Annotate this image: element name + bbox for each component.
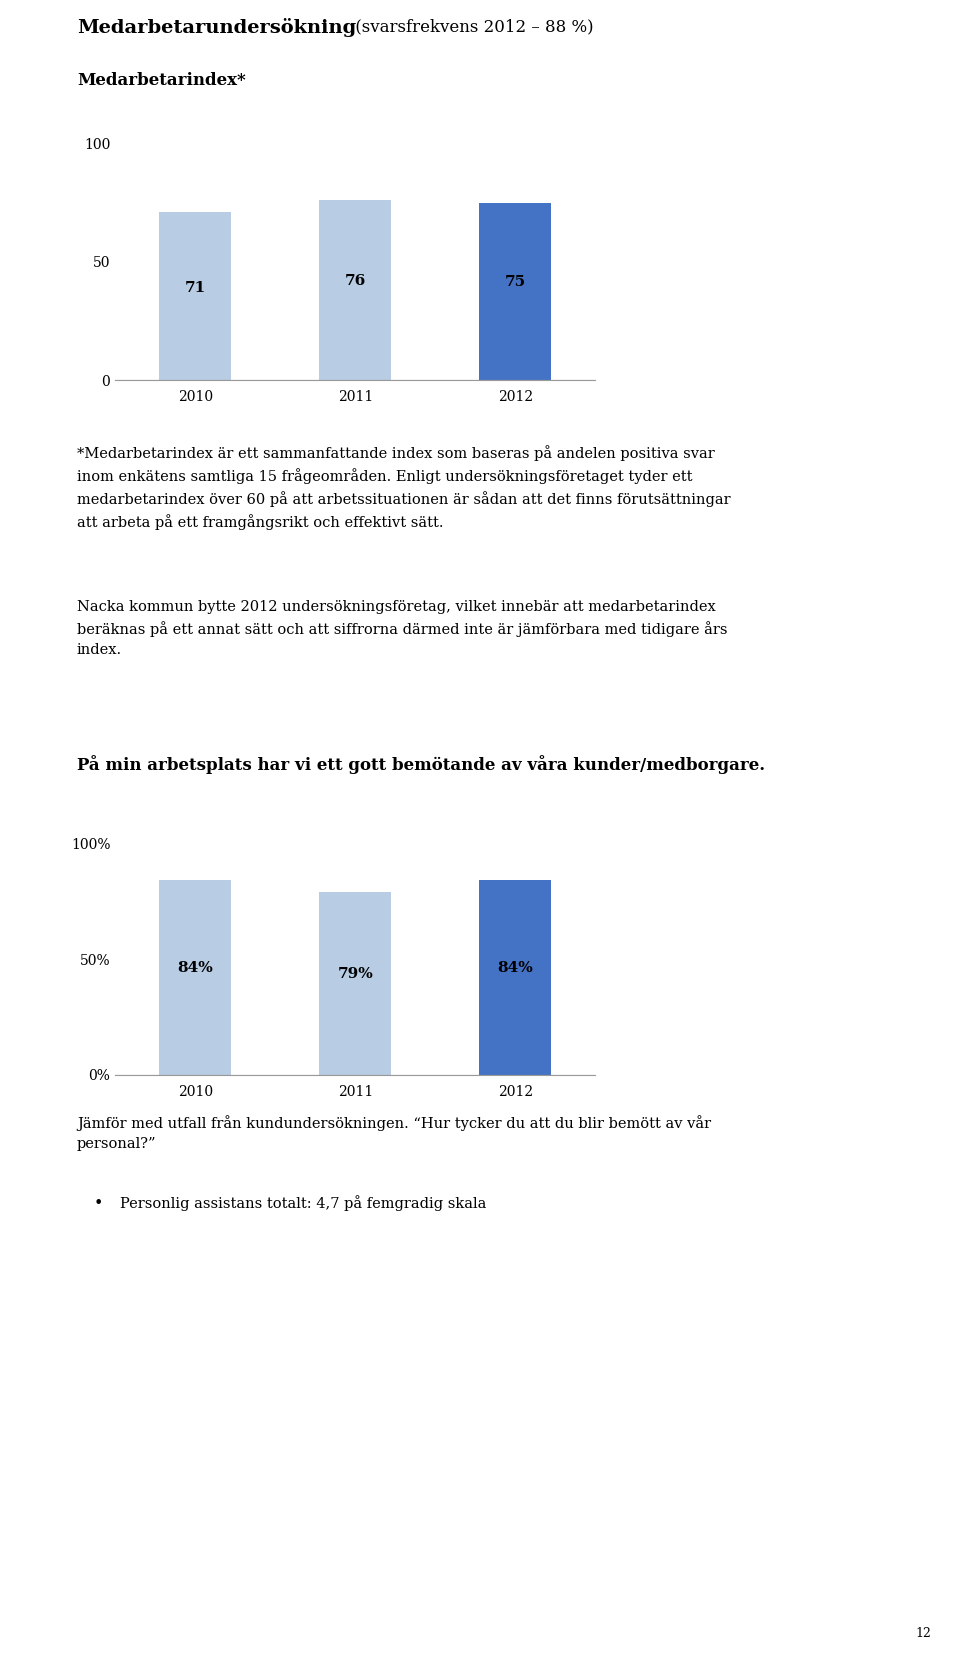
Text: 12: 12 [915, 1627, 931, 1640]
Text: På min arbetsplats har vi ett gott bemötande av våra kunder/medborgare.: På min arbetsplats har vi ett gott bemöt… [77, 755, 765, 774]
Text: (svarsfrekvens 2012 – 88 %): (svarsfrekvens 2012 – 88 %) [350, 18, 594, 35]
Text: *Medarbetarindex är ett sammanfattande index som baseras på andelen positiva sva: *Medarbetarindex är ett sammanfattande i… [77, 445, 731, 530]
Text: Personlig assistans totalt: 4,7 på femgradig skala: Personlig assistans totalt: 4,7 på femgr… [120, 1195, 487, 1210]
Bar [479, 880, 551, 1076]
Text: 84%: 84% [178, 961, 213, 974]
Bar [319, 891, 392, 1076]
Bar [319, 201, 392, 380]
Bar [159, 880, 231, 1076]
Bar [479, 203, 551, 380]
Text: 79%: 79% [337, 968, 373, 981]
Text: 75: 75 [505, 276, 526, 289]
Text: 71: 71 [184, 281, 205, 295]
Text: Medarbetarindex*: Medarbetarindex* [77, 71, 246, 90]
Text: Medarbetarundersökning: Medarbetarundersökning [77, 18, 356, 37]
Text: 84%: 84% [497, 961, 533, 974]
Text: •: • [94, 1195, 104, 1212]
Text: Nacka kommun bytte 2012 undersökningsföretag, vilket innebär att medarbetarindex: Nacka kommun bytte 2012 undersökningsför… [77, 599, 728, 657]
Text: 76: 76 [345, 274, 366, 289]
Bar [159, 212, 231, 380]
Text: Jämför med utfall från kundundersökningen. “Hur tycker du att du blir bemött av : Jämför med utfall från kundundersökninge… [77, 1116, 711, 1150]
